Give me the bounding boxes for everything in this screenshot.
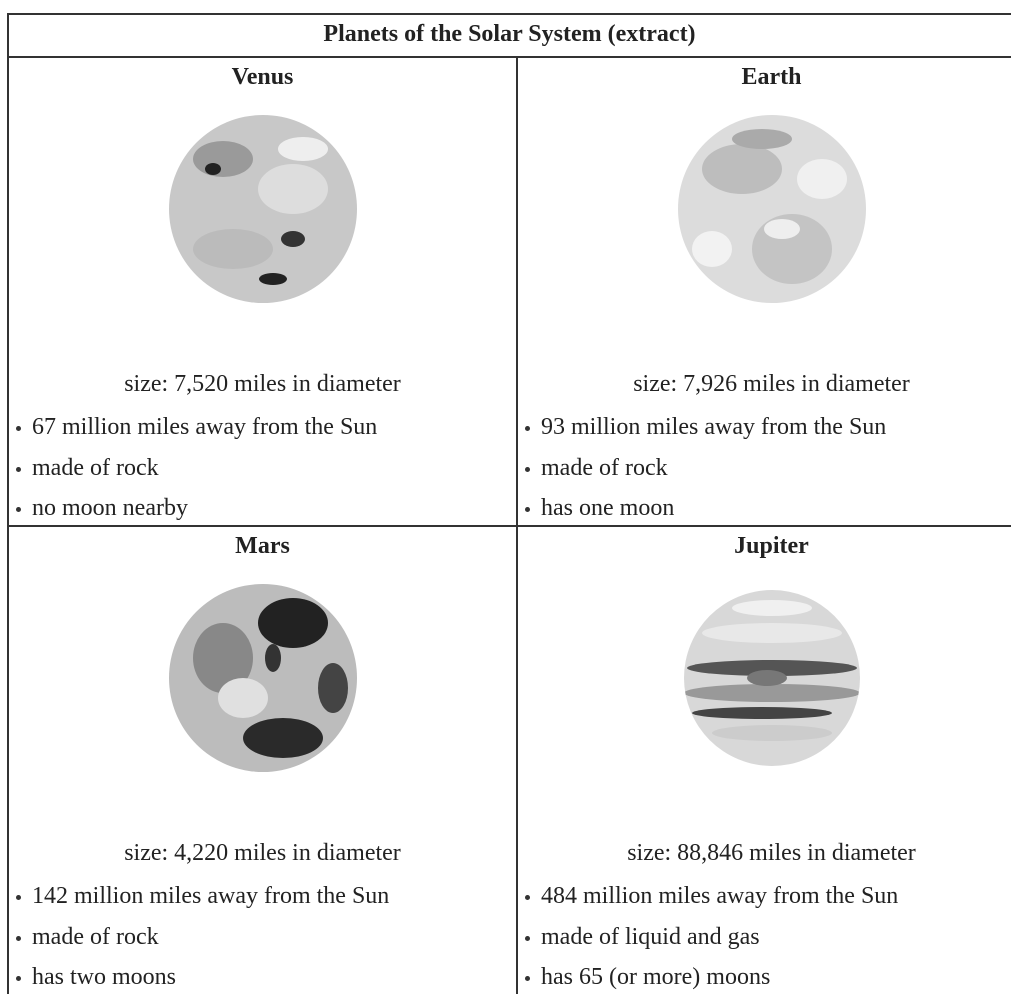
planet-fact: 93 million miles away from the Sun	[523, 413, 886, 441]
bullet	[16, 935, 21, 941]
planet-fact: made of rock	[14, 454, 159, 482]
border	[8, 13, 1011, 15]
planet-name: Mars	[235, 533, 290, 559]
planet-fact: 142 million miles away from the Sun	[14, 882, 389, 910]
bullet	[16, 466, 21, 472]
planet-name: Venus	[231, 64, 294, 90]
bullet	[525, 895, 530, 900]
border	[8, 56, 1011, 58]
planet-fact: has 65 (or more) moons	[523, 963, 770, 991]
border	[8, 525, 1011, 527]
table-title: Planets of the Solar System (extract)	[323, 21, 696, 47]
planet-size: size: 88,846 miles in diameter	[627, 840, 916, 866]
planet-illustration	[169, 584, 357, 772]
planet-fact: no moon nearby	[14, 494, 188, 522]
planet-fact: made of rock	[14, 923, 159, 951]
bullet	[525, 935, 530, 941]
planet-fact: 484 million miles away from the Sun	[523, 882, 898, 910]
planet-fact: has two moons	[14, 963, 176, 991]
planet-name: Earth	[741, 64, 802, 90]
bullet	[525, 507, 530, 512]
planet-name: Jupiter	[734, 533, 809, 559]
bullet	[525, 466, 530, 472]
planet-size: size: 4,220 miles in diameter	[124, 840, 401, 866]
bullet	[525, 426, 530, 431]
planet-fact: has one moon	[523, 494, 674, 522]
planet-fact: 67 million miles away from the Sun	[14, 413, 377, 441]
planet-illustration	[169, 115, 357, 303]
border	[516, 56, 518, 994]
bullet	[16, 976, 21, 981]
planet-size: size: 7,926 miles in diameter	[633, 371, 910, 397]
bullet	[16, 507, 21, 512]
planet-fact: made of rock	[523, 454, 668, 482]
bullet	[16, 895, 21, 900]
planet-illustration	[684, 590, 860, 766]
bullet	[525, 976, 530, 981]
border	[7, 13, 9, 994]
planet-size: size: 7,520 miles in diameter	[124, 371, 401, 397]
bullet	[16, 426, 21, 431]
planet-fact: made of liquid and gas	[523, 923, 760, 951]
planet-illustration	[678, 115, 866, 303]
